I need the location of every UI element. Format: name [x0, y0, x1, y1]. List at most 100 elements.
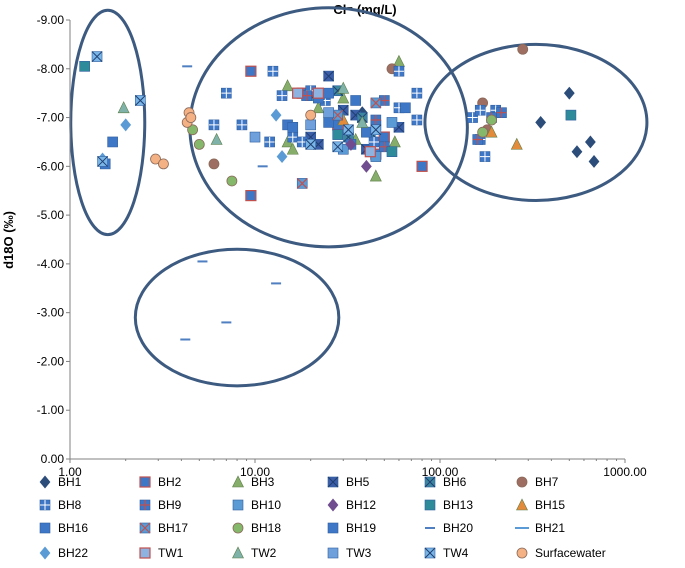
- legend-marker: [327, 498, 339, 512]
- legend-marker: [424, 476, 436, 488]
- legend-label: BH9: [158, 498, 182, 512]
- point-bh17: [332, 109, 344, 121]
- legend-marker: [516, 476, 528, 488]
- point-tw4: [343, 124, 354, 136]
- point-tw4: [97, 156, 108, 167]
- point-bh16: [107, 136, 118, 148]
- legend-item-bh20: BH20: [425, 521, 473, 535]
- point-bh9: [496, 107, 507, 118]
- legend-marker: [232, 546, 244, 559]
- point-bh3: [369, 169, 382, 182]
- y-tick-label: -1.00: [37, 403, 65, 417]
- point-bh3: [286, 142, 299, 155]
- point-bh1: [535, 115, 547, 129]
- point-surfacewater: [185, 112, 197, 123]
- chart-title: Cl⁻ (mg/L): [333, 2, 396, 17]
- point-bh8: [411, 114, 423, 126]
- point-bh12: [360, 159, 372, 173]
- legend-item-bh2: BH2: [139, 475, 182, 489]
- x-tick-label: 1.00: [58, 465, 82, 479]
- legend-item-bh22: BH22: [39, 546, 88, 560]
- point-bh5: [323, 70, 334, 82]
- y-tick-label: -3.00: [37, 306, 65, 320]
- legend-marker: [516, 498, 528, 511]
- legend-label: BH5: [346, 475, 370, 489]
- legend-label: BH10: [251, 498, 281, 512]
- y-tick-label: -8.00: [37, 62, 65, 76]
- point-bh19: [287, 122, 299, 133]
- point-bh1: [571, 145, 583, 159]
- point-bh8: [479, 151, 491, 162]
- point-tw2: [117, 101, 130, 114]
- y-tick-label: -9.00: [37, 13, 65, 27]
- legend-item-bh15: BH15: [516, 498, 565, 512]
- legend-label: BH22: [58, 546, 88, 560]
- legend-marker: [516, 547, 528, 559]
- legend-label: BH13: [443, 498, 473, 512]
- legend-item-tw4: TW4: [424, 546, 469, 560]
- point-tw2: [337, 81, 350, 94]
- point-bh8: [276, 90, 288, 101]
- legend-label: TW1: [158, 546, 184, 560]
- point-bh13: [332, 129, 344, 140]
- group-saline: [423, 42, 649, 202]
- point-bh8: [236, 119, 248, 131]
- legend-marker: [327, 476, 339, 488]
- legend-label: BH3: [251, 475, 275, 489]
- legend-item-bh6: BH6: [424, 475, 467, 489]
- legend-label: BH17: [158, 521, 188, 535]
- point-bh1: [584, 135, 596, 149]
- legend-item-tw1: TW1: [139, 546, 184, 560]
- legend-label: TW2: [251, 546, 277, 560]
- point-bh17: [370, 97, 382, 109]
- point-bh22: [276, 150, 288, 164]
- point-bh18: [226, 175, 238, 187]
- data-points: [79, 43, 600, 341]
- point-tw4: [305, 139, 317, 150]
- legend-marker: [232, 475, 244, 488]
- point-surfacewater: [150, 153, 161, 165]
- legend-item-bh9: BH9: [139, 498, 182, 512]
- point-bh12: [345, 137, 357, 151]
- point-tw4: [332, 141, 344, 153]
- legend-marker: [39, 546, 51, 560]
- point-tw3: [305, 119, 316, 131]
- x-tick-label: 1000.00: [603, 465, 647, 479]
- point-bh3: [388, 135, 401, 148]
- point-bh17: [296, 177, 308, 189]
- legend-marker: [39, 475, 51, 489]
- legend: BH1 BH2 BH3 BH5 BH6 BH7 BH8 BH9 BH10 BH12 BH13 BH15…: [39, 475, 606, 560]
- legend-label: BH2: [158, 475, 182, 489]
- legend-marker: [39, 522, 51, 534]
- point-bh1: [588, 154, 600, 168]
- legend-marker: [327, 522, 339, 534]
- y-tick-label: -6.00: [37, 159, 65, 173]
- point-bh8: [467, 112, 478, 123]
- legend-marker: [232, 522, 244, 534]
- point-tw2: [210, 132, 223, 145]
- legend-item-tw2: TW2: [232, 546, 277, 560]
- legend-marker: [139, 547, 151, 559]
- point-surfacewater: [305, 109, 317, 121]
- point-bh8: [264, 136, 275, 148]
- point-tw1: [292, 87, 304, 99]
- point-bh7: [208, 158, 220, 170]
- legend-item-bh19: BH19: [327, 521, 376, 535]
- legend-item-bh8: BH8: [39, 498, 82, 512]
- group-bh20: [133, 247, 341, 388]
- y-tick-label: 0.00: [41, 452, 65, 466]
- point-bh13: [386, 146, 398, 157]
- point-bh2: [245, 65, 257, 77]
- legend-label: TW3: [346, 546, 372, 560]
- point-bh2: [245, 190, 257, 202]
- point-bh22: [270, 108, 282, 122]
- point-bh2: [416, 160, 428, 172]
- point-bh18: [477, 126, 489, 138]
- legend-item-bh7: BH7: [516, 475, 559, 489]
- legend-item-bh1: BH1: [39, 475, 82, 489]
- point-bh3: [337, 91, 350, 104]
- legend-item-tw3: TW3: [327, 546, 372, 560]
- point-bh16: [323, 117, 334, 128]
- legend-item-bh3: BH3: [232, 475, 275, 489]
